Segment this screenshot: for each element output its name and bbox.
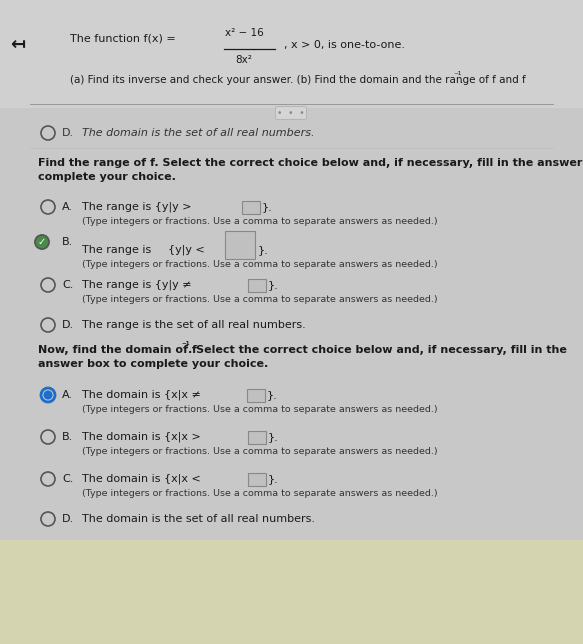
Bar (0, 0, 583, 108)
Bar (248, 431, 266, 444)
Text: 8: 8 (237, 249, 243, 259)
Text: D.: D. (62, 128, 74, 138)
Bar (225, 231, 255, 259)
Text: The range is the set of all real numbers.: The range is the set of all real numbers… (82, 320, 305, 330)
Text: The range is {y|y >: The range is {y|y > (82, 202, 195, 213)
Text: The domain is {x|x <: The domain is {x|x < (82, 474, 204, 484)
Text: (Type integers or fractions. Use a comma to separate answers as needed.): (Type integers or fractions. Use a comma… (82, 446, 438, 455)
Text: (Type integers or fractions. Use a comma to separate answers as needed.): (Type integers or fractions. Use a comma… (82, 404, 438, 413)
Text: (Type integers or fractions. Use a comma to separate answers as needed.): (Type integers or fractions. Use a comma… (82, 489, 438, 498)
Text: 1: 1 (237, 232, 243, 242)
Text: 0: 0 (252, 390, 259, 400)
Bar (247, 389, 265, 402)
Text: B.: B. (62, 432, 73, 442)
Text: The function f(x) =: The function f(x) = (70, 33, 175, 43)
Text: D.: D. (62, 514, 74, 524)
Text: {y|y <: {y|y < (168, 245, 208, 255)
Bar (248, 279, 266, 292)
Text: x² − 16: x² − 16 (225, 28, 264, 38)
Text: ⁻¹: ⁻¹ (453, 70, 461, 79)
Text: }.: }. (267, 390, 278, 400)
Bar (248, 473, 266, 486)
Text: The range is: The range is (82, 245, 154, 255)
Text: . Select the correct choice below and, if necessary, fill in the: . Select the correct choice below and, i… (188, 345, 567, 355)
Text: Find the range of f. Select the correct choice below and, if necessary, fill in : Find the range of f. Select the correct … (38, 158, 583, 168)
Text: A.: A. (62, 202, 73, 212)
Text: D.: D. (62, 320, 74, 330)
Text: , x > 0, is one-to-one.: , x > 0, is one-to-one. (284, 40, 405, 50)
Text: (Type integers or fractions. Use a comma to separate answers as needed.): (Type integers or fractions. Use a comma… (82, 216, 438, 225)
Text: The domain is the set of all real numbers.: The domain is the set of all real number… (82, 514, 315, 524)
Text: A.: A. (62, 390, 73, 400)
Text: ✓: ✓ (38, 237, 46, 247)
Text: .: . (460, 75, 463, 85)
Text: }.: }. (268, 474, 279, 484)
Text: (Type integers or fractions. Use a comma to separate answers as needed.): (Type integers or fractions. Use a comma… (82, 260, 438, 269)
Text: The domain is the set of all real numbers.: The domain is the set of all real number… (82, 128, 314, 138)
Bar (242, 201, 260, 214)
Text: }.: }. (262, 202, 273, 212)
Text: answer box to complete your choice.: answer box to complete your choice. (38, 359, 268, 369)
Text: }.: }. (258, 245, 269, 255)
Text: C.: C. (62, 280, 73, 290)
Text: ⁻¹: ⁻¹ (181, 341, 189, 350)
Text: (a) Find its inverse and check your answer. (b) Find the domain and the range of: (a) Find its inverse and check your answ… (70, 75, 526, 85)
Bar (0, 540, 583, 644)
Text: C.: C. (62, 474, 73, 484)
Text: B.: B. (62, 237, 73, 247)
Text: The domain is {x|x ≠: The domain is {x|x ≠ (82, 390, 205, 401)
Text: Now, find the domain of f: Now, find the domain of f (38, 345, 197, 355)
Text: The domain is {x|x >: The domain is {x|x > (82, 431, 204, 442)
Text: }.: }. (268, 432, 279, 442)
Text: The range is {y|y ≠: The range is {y|y ≠ (82, 279, 195, 290)
Text: complete your choice.: complete your choice. (38, 172, 176, 182)
Text: 8x²: 8x² (235, 55, 252, 65)
Text: }.: }. (268, 280, 279, 290)
Circle shape (35, 235, 49, 249)
Circle shape (44, 391, 52, 399)
Text: ↤: ↤ (10, 36, 26, 54)
Text: •  •  •: • • • (277, 108, 305, 117)
Text: (Type integers or fractions. Use a comma to separate answers as needed.): (Type integers or fractions. Use a comma… (82, 294, 438, 303)
